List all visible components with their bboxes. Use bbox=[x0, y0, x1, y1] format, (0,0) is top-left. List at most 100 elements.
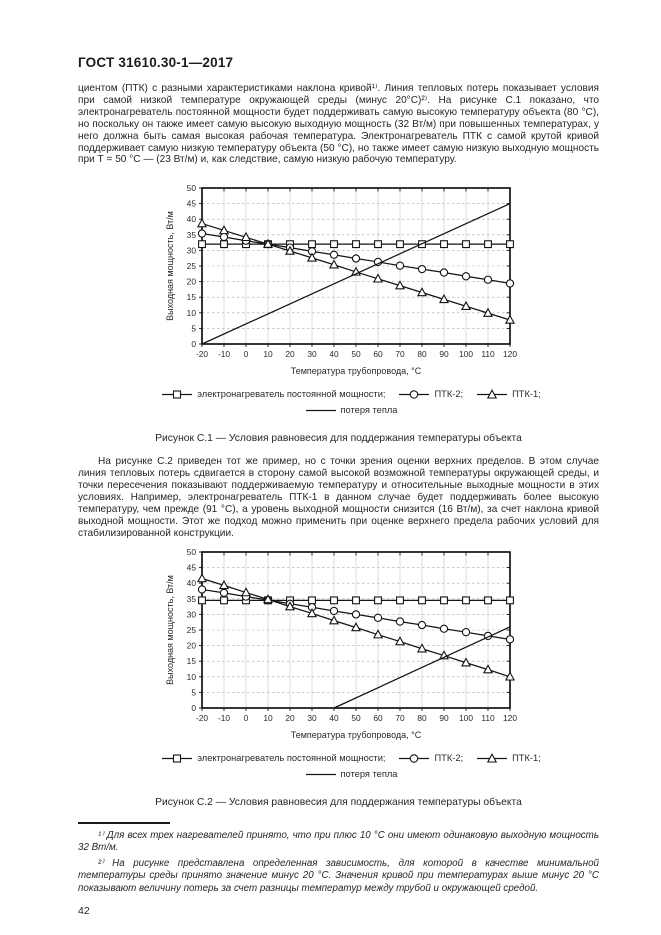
triangle-marker-icon bbox=[477, 389, 508, 399]
legend-label: электронагреватель постоянной мощности; bbox=[197, 752, 386, 763]
svg-text:50: 50 bbox=[187, 547, 197, 557]
footnote-separator bbox=[78, 821, 170, 824]
chart-c1-svg: -20 -10 0 10 20 30 40 50 60 70 80 90 100 110 120 0 5 10 15… bbox=[165, 183, 517, 376]
legend-row: потеря тепла bbox=[104, 404, 599, 420]
svg-text:25: 25 bbox=[187, 625, 197, 635]
chart-c1-legend: электронагреватель постоянной мощности; П… bbox=[78, 388, 599, 420]
legend-item: ПТК-2; bbox=[399, 388, 463, 401]
svg-text:110: 110 bbox=[481, 349, 495, 359]
svg-text:30: 30 bbox=[307, 713, 317, 723]
legend-item: электронагреватель постоянной мощности; bbox=[162, 388, 385, 401]
svg-text:50: 50 bbox=[351, 713, 361, 723]
x-axis-label: Температура трубопровода, °С bbox=[291, 730, 422, 740]
figure-c2: -20 -10 0 10 20 30 40 50 60 70 80 90 100 110 120 0 5 10 15… bbox=[78, 545, 599, 808]
svg-text:0: 0 bbox=[244, 349, 249, 359]
chart-c2-svg: -20 -10 0 10 20 30 40 50 60 70 80 90 100 110 120 0 5 10 15… bbox=[165, 547, 517, 740]
svg-text:120: 120 bbox=[503, 349, 517, 359]
circle-marker-icon bbox=[399, 390, 430, 400]
legend-label: ПТК-1; bbox=[512, 389, 541, 400]
svg-text:120: 120 bbox=[503, 713, 517, 723]
svg-text:30: 30 bbox=[187, 609, 197, 619]
svg-text:0: 0 bbox=[191, 339, 196, 349]
svg-text:10: 10 bbox=[263, 349, 273, 359]
legend-label: ПТК-2; bbox=[434, 752, 464, 763]
svg-text:100: 100 bbox=[459, 349, 473, 359]
svg-text:15: 15 bbox=[187, 293, 197, 303]
svg-text:35: 35 bbox=[187, 593, 197, 603]
svg-text:-20: -20 bbox=[196, 349, 208, 359]
svg-text:25: 25 bbox=[187, 261, 197, 271]
chart-c1: -20 -10 0 10 20 30 40 50 60 70 80 90 100 110 120 0 5 10 15… bbox=[164, 181, 599, 383]
svg-text:45: 45 bbox=[187, 562, 197, 572]
svg-text:-20: -20 bbox=[196, 713, 208, 723]
square-marker-icon bbox=[162, 754, 193, 763]
svg-text:0: 0 bbox=[244, 713, 249, 723]
svg-text:10: 10 bbox=[187, 671, 197, 681]
legend-row: потеря тепла bbox=[104, 768, 599, 784]
legend-label: электронагреватель постоянной мощности; bbox=[197, 389, 386, 400]
y-axis-label: Выходная мощность, Вт/м bbox=[165, 212, 175, 322]
triangle-marker-icon bbox=[477, 752, 508, 763]
svg-text:45: 45 bbox=[187, 199, 197, 209]
legend-row: электронагреватель постоянной мощности; П… bbox=[104, 752, 599, 768]
svg-text:15: 15 bbox=[187, 656, 197, 666]
svg-text:20: 20 bbox=[285, 713, 295, 723]
footnote-1: ¹⁾ Для всех трех нагревателей принято, ч… bbox=[78, 829, 599, 854]
svg-text:40: 40 bbox=[187, 215, 197, 225]
svg-text:20: 20 bbox=[187, 277, 197, 287]
legend-item: ПТК-1; bbox=[477, 388, 541, 401]
svg-text:90: 90 bbox=[439, 713, 449, 723]
svg-text:10: 10 bbox=[263, 713, 273, 723]
svg-text:110: 110 bbox=[481, 713, 495, 723]
svg-text:5: 5 bbox=[191, 324, 196, 334]
svg-text:80: 80 bbox=[417, 713, 427, 723]
y-axis-label: Выходная мощность, Вт/м bbox=[165, 575, 175, 685]
paragraph-1: циентом (ПТК) с разными характеристиками… bbox=[78, 83, 599, 166]
svg-text:50: 50 bbox=[187, 183, 197, 193]
legend-item: потеря тепла bbox=[305, 404, 398, 417]
legend-item: электронагреватель постоянной мощности; bbox=[162, 752, 385, 765]
legend-label: ПТК-1; bbox=[512, 752, 541, 763]
legend-item: ПТК-2; bbox=[399, 752, 463, 765]
svg-text:60: 60 bbox=[373, 349, 383, 359]
svg-text:-10: -10 bbox=[218, 713, 230, 723]
svg-text:100: 100 bbox=[459, 713, 473, 723]
legend-row: электронагреватель постоянной мощности; П… bbox=[104, 388, 599, 404]
footnote-2: ²⁾ На рисунке представлена определенная … bbox=[78, 857, 599, 895]
figure-c2-caption: Рисунок С.2 — Условия равновесия для под… bbox=[155, 796, 522, 808]
svg-text:80: 80 bbox=[417, 349, 427, 359]
paragraph-2: На рисунке С.2 приведен тот же пример, н… bbox=[78, 456, 599, 539]
chart-c2-legend: электронагреватель постоянной мощности; П… bbox=[78, 752, 599, 784]
svg-text:90: 90 bbox=[439, 349, 449, 359]
svg-text:20: 20 bbox=[285, 349, 295, 359]
line-marker-icon bbox=[305, 773, 336, 775]
figure-c1: -20 -10 0 10 20 30 40 50 60 70 80 90 100 110 120 0 5 10 15… bbox=[78, 181, 599, 444]
svg-text:70: 70 bbox=[395, 349, 405, 359]
svg-text:0: 0 bbox=[191, 703, 196, 713]
svg-text:-10: -10 bbox=[218, 349, 230, 359]
svg-text:40: 40 bbox=[329, 349, 339, 359]
page-number: 42 bbox=[78, 904, 90, 917]
legend-label: потеря тепла bbox=[340, 768, 398, 779]
legend-label: ПТК-2; bbox=[434, 389, 464, 400]
circle-marker-icon bbox=[399, 753, 430, 763]
figure-c1-caption: Рисунок С.1 — Условия равновесия для под… bbox=[155, 433, 522, 445]
svg-text:40: 40 bbox=[329, 713, 339, 723]
svg-text:60: 60 bbox=[373, 713, 383, 723]
svg-text:30: 30 bbox=[307, 349, 317, 359]
document-header: ГОСТ 31610.30-1—2017 bbox=[78, 55, 234, 70]
footnotes-section: ¹⁾ Для всех трех нагревателей принято, ч… bbox=[78, 821, 599, 896]
svg-text:20: 20 bbox=[187, 640, 197, 650]
legend-item: ПТК-1; bbox=[477, 752, 541, 765]
legend-item: потеря тепла bbox=[305, 768, 398, 781]
svg-text:50: 50 bbox=[351, 349, 361, 359]
x-axis-label: Температура трубопровода, °С bbox=[291, 366, 422, 376]
svg-text:10: 10 bbox=[187, 308, 197, 318]
line-marker-icon bbox=[305, 410, 336, 412]
svg-text:5: 5 bbox=[191, 687, 196, 697]
legend-label: потеря тепла bbox=[340, 405, 398, 416]
svg-text:35: 35 bbox=[187, 230, 197, 240]
svg-text:40: 40 bbox=[187, 578, 197, 588]
chart-c2: -20 -10 0 10 20 30 40 50 60 70 80 90 100 110 120 0 5 10 15… bbox=[164, 545, 599, 747]
